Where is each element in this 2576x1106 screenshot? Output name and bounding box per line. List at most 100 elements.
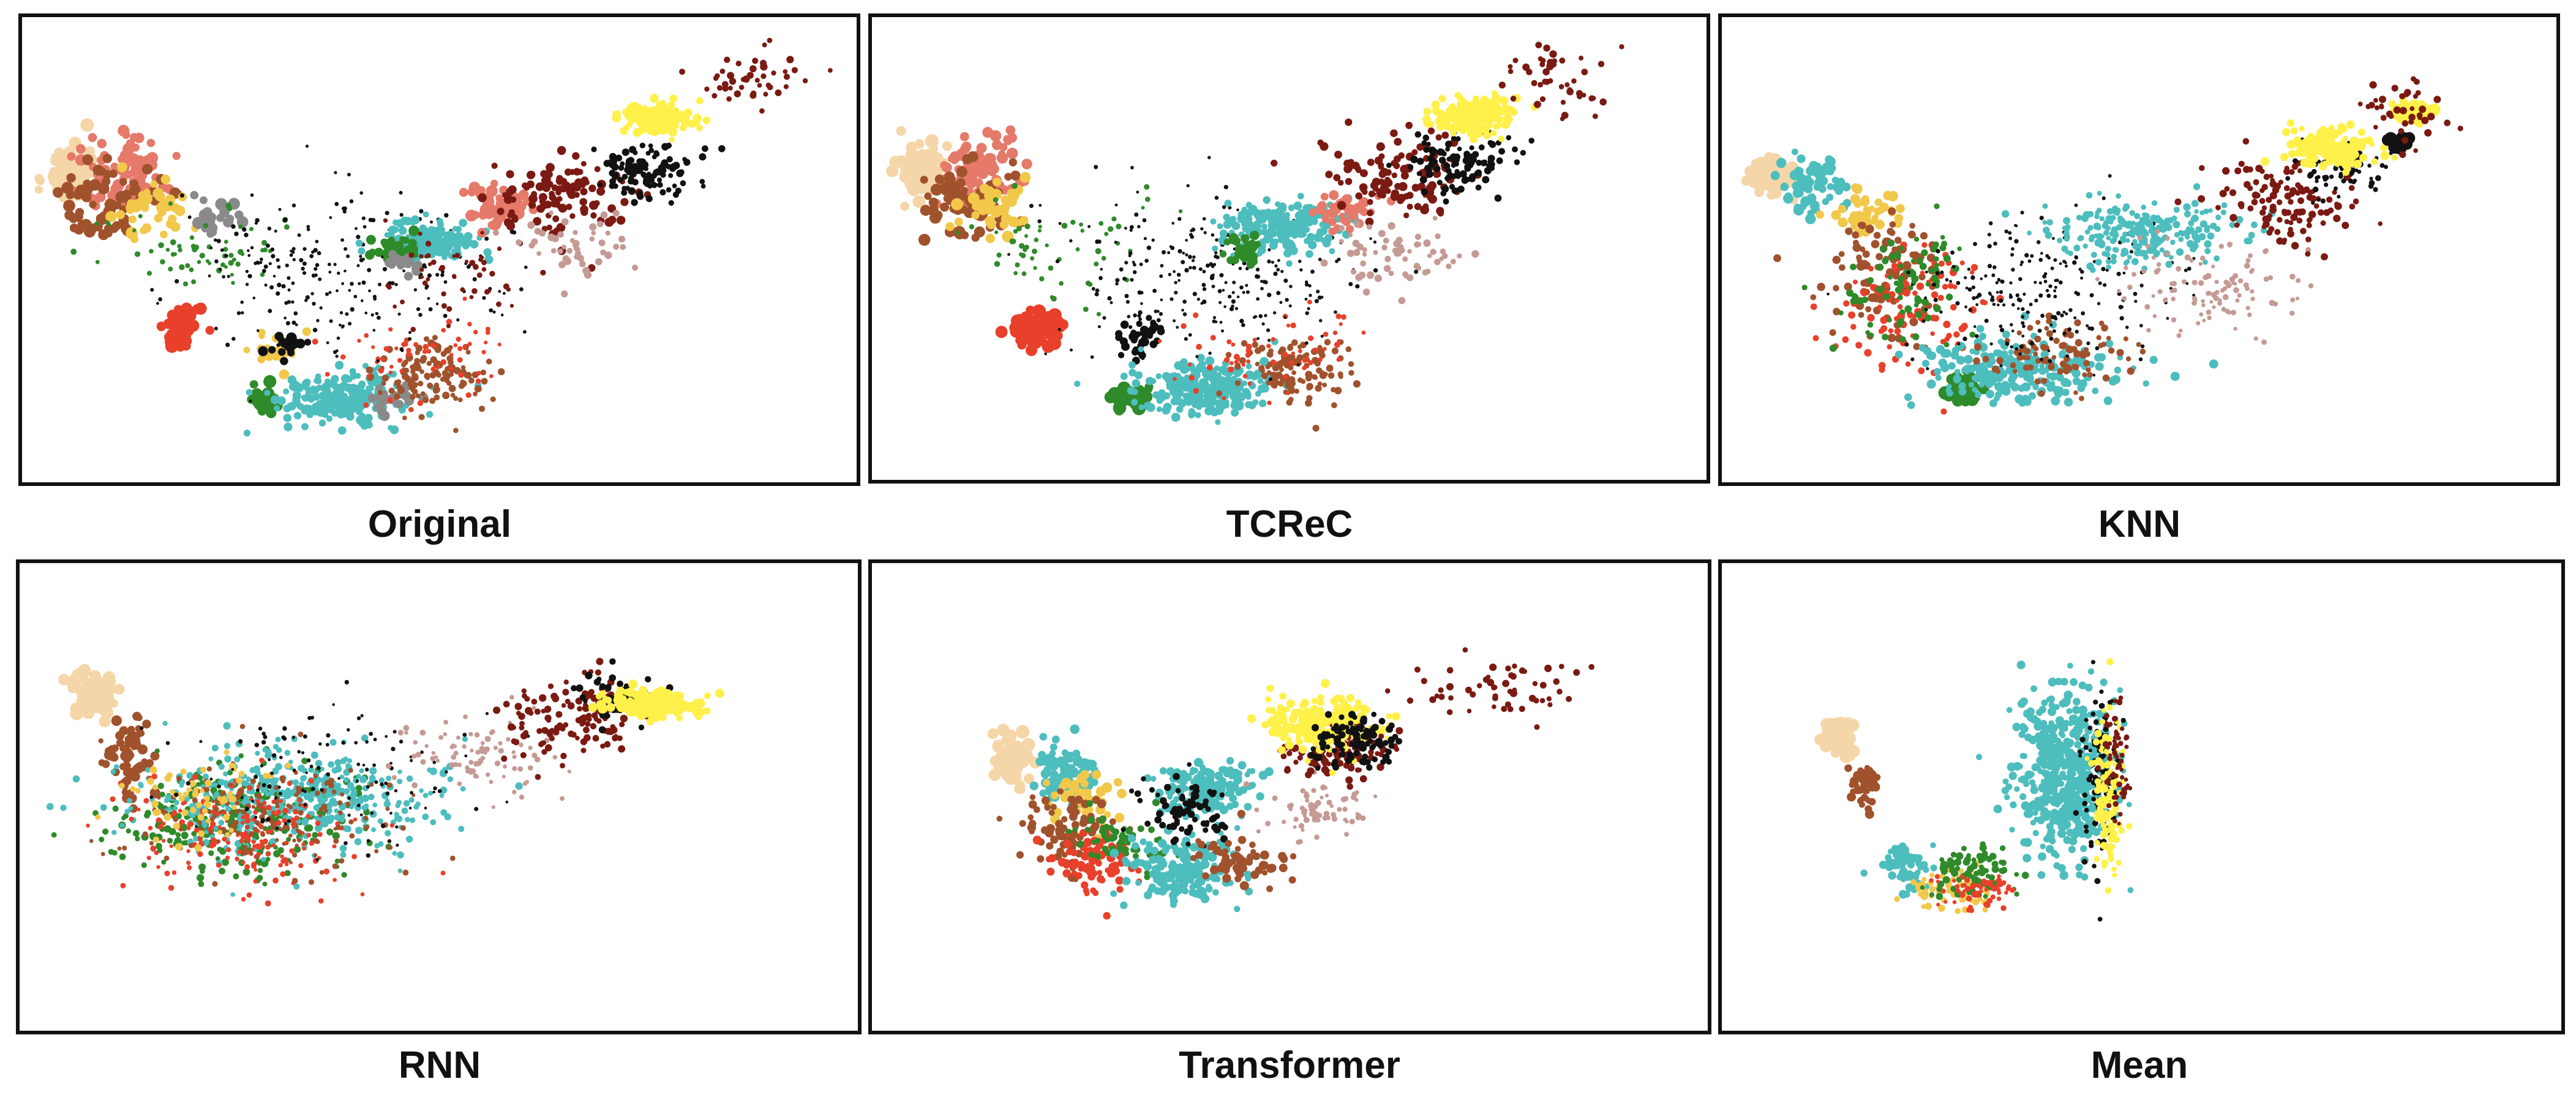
scatter-point-black	[1098, 275, 1103, 280]
scatter-point-green	[1921, 298, 1929, 306]
scatter-point-teal	[296, 403, 303, 409]
scatter-point-brown	[366, 366, 374, 374]
scatter-point-red	[340, 354, 346, 360]
scatter-point-dark-red	[557, 146, 566, 155]
scatter-point-brown	[1279, 367, 1284, 372]
scatter-point-peach	[1748, 176, 1760, 189]
scatter-point-black	[1422, 134, 1430, 141]
scatter-point-dark-red	[1549, 50, 1557, 58]
scatter-point-black	[334, 201, 339, 206]
scatter-point-teal	[1135, 371, 1143, 379]
scatter-point-black	[269, 285, 274, 290]
scatter-point-brown	[1216, 390, 1223, 397]
scatter-point-gold	[302, 327, 311, 336]
scatter-point-brown	[474, 385, 482, 393]
scatter-point-teal	[295, 383, 304, 392]
scatter-point-brown	[1859, 246, 1866, 252]
scatter-point-rose-brown	[598, 239, 606, 247]
scatter-point-brown	[2027, 324, 2033, 331]
scatter-point-black	[299, 342, 304, 347]
scatter-point-black	[1130, 166, 1134, 170]
scatter-point-black	[385, 211, 389, 215]
scatter-point-black	[2140, 344, 2145, 348]
scatter-point-black	[284, 316, 287, 319]
scatter-point-black	[1288, 304, 1292, 308]
scatter-point-brown	[1255, 362, 1260, 367]
scatter-point-green	[1250, 230, 1260, 241]
scatter-point-yellow	[1436, 109, 1445, 119]
scatter-point-dark-red	[1403, 212, 1410, 219]
scatter-point-red	[481, 349, 486, 354]
scatter-point-teal	[355, 373, 361, 379]
scatter-point-black	[2065, 264, 2068, 268]
scatter-point-brown	[1274, 372, 1282, 379]
scatter-point-brown	[1810, 294, 1817, 301]
scatter-point-red	[1340, 314, 1346, 320]
scatter-point-black	[1115, 330, 1123, 338]
scatter-point-dark-red	[580, 161, 587, 166]
scatter-point-black	[1090, 355, 1094, 359]
scatter-point-black	[2086, 341, 2090, 346]
scatter-point-yellow	[693, 113, 702, 123]
scatter-point-black	[1222, 205, 1226, 209]
scatter-point-salmon	[1358, 197, 1369, 208]
scatter-point-black	[1231, 304, 1234, 308]
scatter-point-rose-brown	[557, 248, 563, 254]
scatter-point-gold	[1874, 207, 1882, 215]
scatter-point-green	[1960, 396, 1971, 406]
scatter-point-black	[1506, 135, 1512, 141]
scatter-point-black	[310, 292, 314, 296]
scatter-point-dark-red	[383, 218, 388, 223]
scatter-point-black	[637, 164, 642, 170]
scatter-point-rose-brown	[1362, 252, 1367, 257]
scatter-point-black	[2015, 347, 2018, 351]
scatter-point-black	[1229, 307, 1234, 312]
scatter-point-dark-red	[1400, 171, 1409, 180]
scatter-point-rose-brown	[1355, 274, 1362, 282]
scatter-point-black	[661, 162, 668, 169]
scatter-point-red	[1308, 335, 1314, 342]
scatter-point-brown	[429, 398, 436, 404]
scatter-point-green	[404, 245, 412, 254]
scatter-point-black	[336, 289, 339, 293]
scatter-point-red	[1850, 324, 1857, 330]
scatter-point-teal	[1292, 221, 1300, 229]
scatter-point-dark-red	[1426, 189, 1435, 197]
scatter-point-gold	[1874, 198, 1882, 206]
scatter-point-brown	[956, 178, 966, 188]
scatter-point-brown	[419, 369, 424, 375]
scatter-point-teal	[1184, 374, 1190, 381]
scatter-point-gold	[152, 188, 164, 200]
scatter-point-black	[1421, 140, 1427, 146]
scatter-point-green	[956, 230, 961, 235]
scatter-point-dark-red	[503, 283, 509, 290]
scatter-point-black	[312, 327, 318, 332]
scatter-point-black	[2005, 342, 2010, 346]
scatter-point-red	[1234, 359, 1239, 365]
scatter-point-black	[1990, 297, 1995, 302]
scatter-point-black	[1134, 332, 1138, 336]
scatter-point-dark-red	[496, 301, 501, 307]
scatter-point-yellow	[612, 110, 619, 117]
scatter-point-green	[1868, 332, 1874, 338]
scatter-point-black	[1266, 328, 1271, 332]
scatter-point-teal	[1205, 356, 1215, 366]
scatter-point-red	[363, 402, 369, 408]
scatter-point-black	[2092, 373, 2096, 377]
scatter-point-brown	[2098, 343, 2104, 348]
scatter-point-red	[1932, 315, 1939, 322]
scatter-point-black	[302, 271, 307, 275]
scatter-point-teal	[2092, 387, 2099, 394]
scatter-point-black	[2037, 329, 2042, 333]
scatter-point-green	[134, 251, 141, 257]
scatter-point-teal	[1128, 368, 1136, 377]
scatter-point-rose-brown	[1457, 253, 1462, 259]
scatter-point-black	[1951, 264, 1956, 269]
scatter-point-black	[680, 180, 686, 187]
scatter-point-black	[1421, 188, 1428, 196]
scatter-point-gold	[141, 192, 151, 201]
scatter-point-black	[328, 263, 331, 266]
scatter-point-black	[1115, 278, 1120, 283]
scatter-point-gold	[150, 180, 158, 188]
scatter-point-black	[1935, 271, 1940, 275]
